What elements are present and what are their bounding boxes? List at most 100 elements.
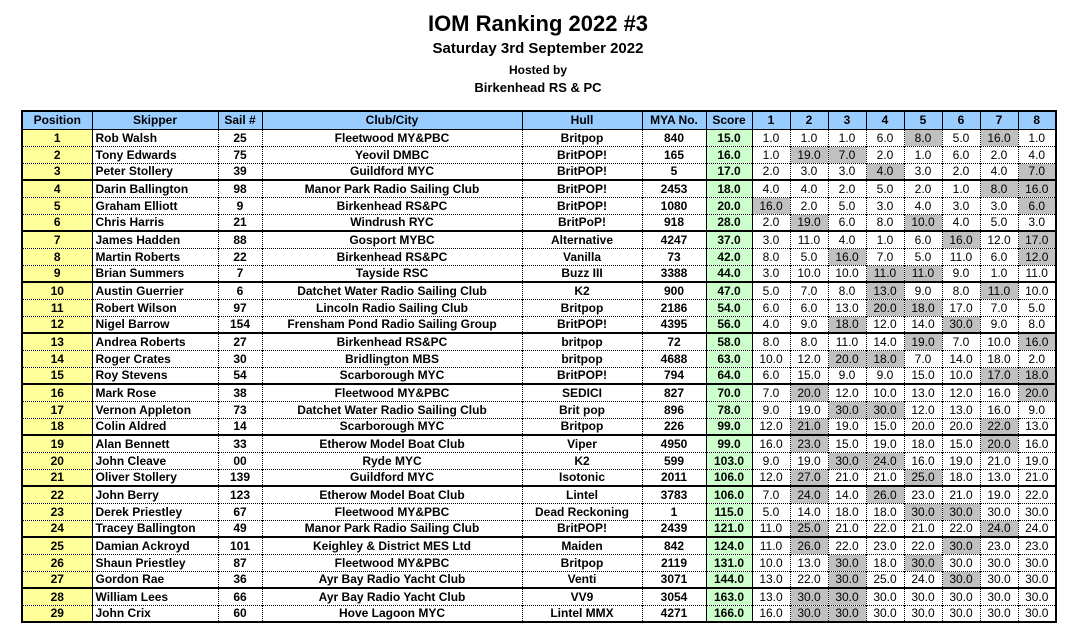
- race-score-cell: 2.0: [752, 213, 791, 231]
- mya-number-cell: 226: [642, 417, 707, 435]
- club-city-cell: Gosport MYBC: [262, 230, 523, 248]
- hull-cell: Viper: [522, 434, 643, 452]
- race-score-cell: 5.0: [942, 128, 981, 146]
- race-score-cell: 30.0: [828, 570, 867, 588]
- sail-number-cell: 154: [218, 315, 263, 333]
- race-score-cell: 5.0: [866, 179, 905, 197]
- race-score-cell: 30.0: [904, 587, 943, 605]
- race-score-cell: 7.0: [790, 281, 829, 299]
- race-score-cell: 20.0: [904, 417, 943, 435]
- table-row: 20 John Cleave 00 Ryde MYC K2 599 103.0 9.0 19.0…: [22, 451, 1056, 469]
- club-city-cell: Ryde MYC: [262, 451, 523, 469]
- score-cell: 44.0: [706, 264, 753, 282]
- race-score-cell: 9.0: [828, 366, 867, 384]
- race-score-cell: 7.0: [904, 349, 943, 367]
- race-score-cell: 11.0: [866, 264, 905, 282]
- sail-number-cell: 123: [218, 485, 263, 503]
- race-score-cell: 24.0: [1018, 519, 1056, 537]
- sail-number-cell: 22: [218, 247, 263, 265]
- race-score-cell: 5.0: [980, 213, 1019, 231]
- club-city-cell: Fleetwood MY&PBC: [262, 383, 523, 401]
- hull-cell: britpop: [522, 332, 643, 350]
- race-score-cell: 30.0: [942, 536, 981, 554]
- skipper-cell: Chris Harris: [92, 213, 219, 231]
- race-score-cell: 30.0: [980, 502, 1019, 520]
- race-score-cell: 18.0: [866, 553, 905, 571]
- position-cell: 12: [22, 315, 93, 333]
- table-row: 19 Alan Bennett 33 Etherow Model Boat Club V…: [22, 434, 1056, 452]
- race-score-cell: 4.0: [980, 162, 1019, 180]
- race-score-cell: 1.0: [866, 230, 905, 248]
- race-score-cell: 9.0: [752, 451, 791, 469]
- race-score-cell: 14.0: [790, 502, 829, 520]
- race-score-cell: 7.0: [980, 298, 1019, 316]
- score-cell: 16.0: [706, 145, 753, 163]
- race-score-cell: 2.0: [942, 162, 981, 180]
- column-header-race-6: 6: [941, 110, 981, 130]
- hull-cell: Vanilla: [522, 247, 643, 265]
- position-cell: 23: [22, 502, 93, 520]
- race-score-cell: 13.0: [904, 383, 943, 401]
- table-row: 28 William Lees 66 Ayr Bay Radio Yacht Club…: [22, 587, 1056, 605]
- race-score-cell: 22.0: [942, 519, 981, 537]
- mya-number-cell: 4395: [642, 315, 707, 333]
- race-score-cell: 15.0: [790, 366, 829, 384]
- race-score-cell: 5.0: [828, 196, 867, 214]
- race-score-cell: 1.0: [904, 145, 943, 163]
- race-score-cell: 23.0: [980, 536, 1019, 554]
- skipper-cell: Peter Stollery: [92, 162, 219, 180]
- race-score-cell: 14.0: [866, 332, 905, 350]
- column-header-hull: Hull: [521, 110, 643, 130]
- race-score-cell: 16.0: [942, 230, 981, 248]
- race-score-cell: 3.0: [942, 196, 981, 214]
- column-header-club-city: Club/City: [261, 110, 523, 130]
- race-score-cell: 19.0: [790, 213, 829, 231]
- sail-number-cell: 39: [218, 162, 263, 180]
- score-cell: 28.0: [706, 213, 753, 231]
- table-row: 21 Oliver Stollery 139 Guildford MYC Isotoni…: [22, 468, 1056, 486]
- hull-cell: Britpop: [522, 553, 643, 571]
- race-score-cell: 16.0: [1018, 434, 1056, 452]
- club-city-cell: Ayr Bay Radio Yacht Club: [262, 570, 523, 588]
- skipper-cell: Gordon Rae: [92, 570, 219, 588]
- race-score-cell: 10.0: [942, 366, 981, 384]
- race-score-cell: 5.0: [904, 247, 943, 265]
- sail-number-cell: 00: [218, 451, 263, 469]
- race-score-cell: 3.0: [790, 162, 829, 180]
- race-score-cell: 23.0: [904, 485, 943, 503]
- race-score-cell: 23.0: [866, 536, 905, 554]
- page-title: IOM Ranking 2022 #3: [427, 11, 649, 36]
- position-cell: 14: [22, 349, 93, 367]
- ranking-table: Position Skipper Sail # Club/City Hull MYA No…: [21, 110, 1057, 623]
- race-score-cell: 30.0: [942, 553, 981, 571]
- position-cell: 2: [22, 145, 93, 163]
- race-score-cell: 4.0: [828, 230, 867, 248]
- table-row: 7 James Hadden 88 Gosport MYBC Alternative 42…: [22, 230, 1056, 248]
- race-score-cell: 19.0: [980, 485, 1019, 503]
- table-row: 27 Gordon Rae 36 Ayr Bay Radio Yacht Club Ve…: [22, 570, 1056, 588]
- race-score-cell: 4.0: [752, 315, 791, 333]
- race-score-cell: 30.0: [790, 587, 829, 605]
- race-score-cell: 21.0: [942, 485, 981, 503]
- sail-number-cell: 98: [218, 179, 263, 197]
- race-score-cell: 8.0: [752, 332, 791, 350]
- race-score-cell: 13.0: [942, 400, 981, 418]
- skipper-cell: Oliver Stollery: [92, 468, 219, 486]
- mya-number-cell: 2186: [642, 298, 707, 316]
- score-cell: 78.0: [706, 400, 753, 418]
- race-score-cell: 30.0: [942, 315, 981, 333]
- mya-number-cell: 3054: [642, 587, 707, 605]
- race-score-cell: 15.0: [904, 366, 943, 384]
- table-row: 9 Brian Summers 7 Tayside RSC Buzz III 3388 44…: [22, 264, 1056, 282]
- table-row: 1 Rob Walsh 25 Fleetwood MY&PBC Britpop 840 15…: [22, 128, 1056, 146]
- race-score-cell: 23.0: [1018, 536, 1056, 554]
- hull-cell: Britpop: [522, 128, 643, 146]
- position-cell: 29: [22, 604, 93, 622]
- race-score-cell: 30.0: [942, 570, 981, 588]
- race-score-cell: 4.0: [904, 196, 943, 214]
- race-score-cell: 9.0: [1018, 400, 1056, 418]
- score-cell: 63.0: [706, 349, 753, 367]
- race-score-cell: 3.0: [1018, 213, 1056, 231]
- sail-number-cell: 27: [218, 332, 263, 350]
- race-score-cell: 18.0: [904, 434, 943, 452]
